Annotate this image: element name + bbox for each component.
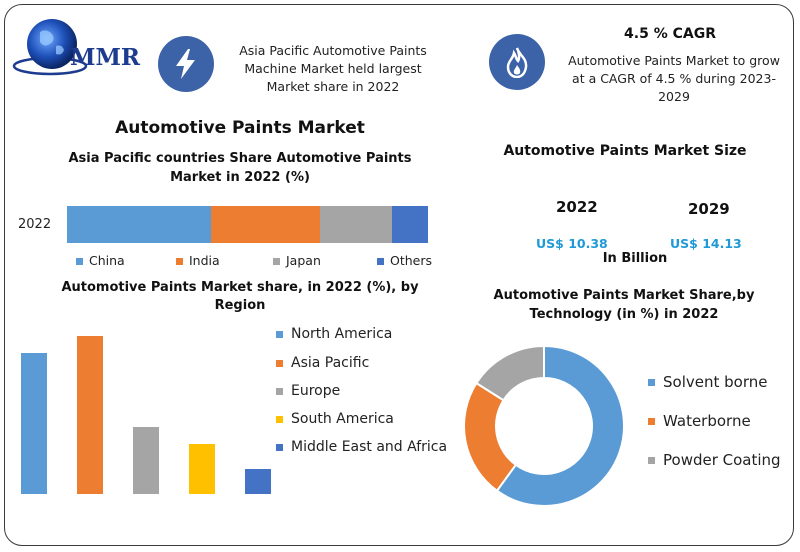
chart1-stacked-bar bbox=[67, 206, 428, 243]
legend-swatch bbox=[76, 258, 83, 265]
donut-slice-solvent-borne bbox=[495, 344, 625, 507]
bar-south-america bbox=[189, 444, 215, 494]
legend-solvent-borne: Solvent borne bbox=[648, 373, 767, 391]
year-2022: 2022 bbox=[556, 198, 598, 216]
infographic-frame bbox=[4, 4, 794, 546]
logo-text: MMR bbox=[70, 44, 141, 71]
legend-china: China bbox=[76, 253, 125, 268]
market-size-unit: In Billion bbox=[602, 251, 668, 266]
bar-asia-pacific bbox=[77, 336, 103, 494]
bar-europe bbox=[133, 427, 159, 494]
legend-swatch bbox=[377, 258, 384, 265]
legend-swatch bbox=[648, 379, 655, 386]
market-size-2022: US$ 10.38 bbox=[536, 236, 608, 251]
lightning-bolt-icon bbox=[158, 36, 214, 92]
legend-swatch bbox=[273, 258, 280, 265]
legend-swatch bbox=[276, 387, 283, 395]
legend-waterborne: Waterborne bbox=[648, 412, 751, 430]
legend-asia-pacific: Asia Pacific bbox=[276, 355, 369, 371]
legend-swatch bbox=[276, 330, 283, 338]
legend-swatch bbox=[648, 418, 655, 425]
chart1-title: Asia Pacific countries Share Automotive … bbox=[68, 151, 412, 185]
bar-segment-china bbox=[67, 206, 212, 243]
bar-north-america bbox=[21, 352, 47, 494]
legend-others: Others bbox=[377, 253, 432, 268]
chart1-category-label: 2022 bbox=[18, 217, 52, 232]
bar-segment-india bbox=[211, 206, 320, 243]
bar-middle-east-africa bbox=[245, 469, 271, 494]
donut-slice-powder-coating bbox=[475, 344, 545, 402]
legend-powder-coating: Powder Coating bbox=[648, 451, 781, 469]
legend-swatch bbox=[276, 359, 283, 367]
legend-north-america: North America bbox=[276, 326, 392, 342]
cagr-title: 4.5 % CAGR bbox=[624, 26, 716, 42]
legend-middle-east-africa: Middle East and Africa bbox=[276, 439, 447, 455]
market-size-title: Automotive Paints Market Size bbox=[503, 143, 747, 159]
legend-swatch bbox=[276, 415, 283, 423]
legend-japan: Japan bbox=[273, 253, 321, 268]
chart3-title: Automotive Paints Market Share,by Techno… bbox=[493, 288, 755, 322]
flame-icon bbox=[489, 34, 545, 90]
bar-segment-japan bbox=[319, 206, 392, 243]
legend-swatch bbox=[176, 258, 183, 265]
legend-europe: Europe bbox=[276, 383, 340, 399]
cagr-text: Automotive Paints Market to grow at a CA… bbox=[568, 53, 780, 104]
legend-india: India bbox=[176, 253, 220, 268]
bar-segment-others bbox=[391, 206, 428, 243]
legend-south-america: South America bbox=[276, 411, 394, 427]
legend-swatch bbox=[648, 457, 655, 464]
technology-donut-chart bbox=[463, 344, 625, 507]
chart2-title: Automotive Paints Market share, in 2022 … bbox=[61, 280, 419, 313]
legend-swatch bbox=[276, 443, 283, 451]
donut-slice-waterborne bbox=[463, 381, 518, 493]
market-size-2029: US$ 14.13 bbox=[670, 236, 742, 251]
main-title: Automotive Paints Market bbox=[115, 118, 365, 138]
globe-logo-icon bbox=[12, 19, 88, 76]
header-left-text: Asia Pacific Automotive Paints Machine M… bbox=[239, 43, 427, 94]
year-2029: 2029 bbox=[688, 200, 730, 218]
